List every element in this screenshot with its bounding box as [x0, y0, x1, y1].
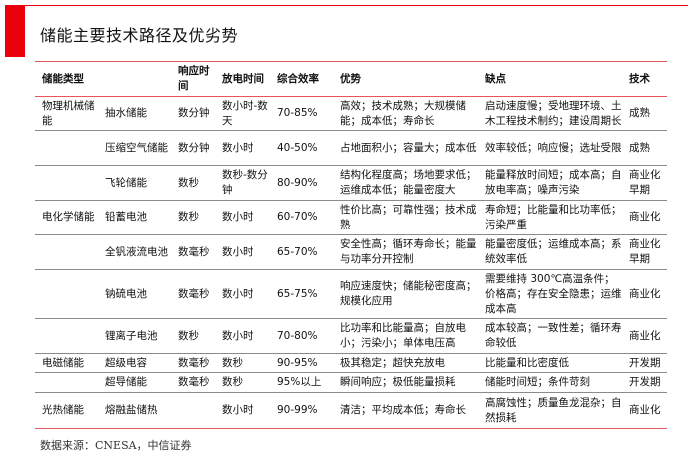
- table-cell: 70-85%: [277, 107, 318, 119]
- table-cell: 储能时间短；条件苛刻: [485, 376, 590, 388]
- table-cell: 数秒: [178, 176, 199, 189]
- table-cell: 商业化: [629, 404, 661, 416]
- table-cell: 数秒-数分钟: [222, 169, 268, 196]
- table-cell: 比功率和比能量高；自放电小；污染小；单体电压高: [340, 322, 466, 349]
- table-cell: 数毫秒: [178, 376, 210, 388]
- table-cell: 40-50%: [277, 141, 318, 154]
- table-cell: 超导储能: [105, 376, 147, 388]
- table-cell: 数小时: [222, 287, 254, 300]
- table-row: 压缩空气储能 数分钟 数小时 40-50% 占地面积小；容量大；成本低 效率较低；响应慢；…: [35, 131, 667, 166]
- title-accent-block: [5, 6, 25, 57]
- table-cell: 商业化: [629, 329, 661, 342]
- table-cell: 瞬间响应；极低能量损耗: [340, 376, 456, 388]
- table-cell: 数秒: [178, 211, 199, 223]
- table-cell: 70-80%: [277, 329, 318, 342]
- top-rule: [5, 5, 688, 6]
- source-note: 数据来源：CNESA，中信证券: [40, 439, 192, 452]
- table-row: 飞轮储能 数秒 数秒-数分钟 80-90% 结构化程度高；场地要求低；运维成本低；能量密…: [35, 166, 667, 201]
- table-cell: 成熟: [629, 107, 650, 119]
- table-cell: 60-70%: [277, 211, 318, 223]
- table-cell: 数分钟: [178, 141, 210, 154]
- table-cell: 数秒: [222, 356, 243, 369]
- table-cell: 数毫秒: [178, 287, 210, 300]
- table-cell: 数小时: [222, 211, 254, 223]
- table-cell: 商业化早期: [629, 238, 661, 265]
- table-cell: 启动速度慢；受地理环境、土木工程技术制约；建设周期长: [485, 99, 622, 127]
- table-cell: 90-95%: [277, 356, 318, 369]
- table-cell: 商业化早期: [629, 169, 661, 196]
- table-cell: 能量密度低；运维成本高；系统效率低: [485, 238, 622, 265]
- table-cell: 高腐蚀性；质量鱼龙混杂；自然损耗: [485, 396, 622, 424]
- table-cell: 电磁储能: [42, 356, 84, 369]
- header-cell: 技术: [629, 72, 650, 85]
- table-cell: 高效；技术成熟；大规模储能；成本低；寿命长: [340, 99, 466, 127]
- table-cell: 商业化: [629, 211, 661, 223]
- table-row: 全钒液流电池 数毫秒 数小时 65-70% 安全性高；循环寿命长；能量与功率分开控制 能量…: [35, 235, 667, 270]
- table-cell: 清洁；平均成本低；寿命长: [340, 404, 466, 416]
- table-cell: 响应速度快；储能秘密度高；规模化应用: [340, 280, 477, 307]
- table-cell: 超级电容: [105, 356, 147, 369]
- table-cell: 性价比高；可靠性强；技术成熟: [340, 203, 477, 231]
- table-cell: 65-75%: [277, 287, 318, 300]
- table-cell: 钠硫电池: [105, 287, 147, 300]
- table-cell: 数小时-数天: [222, 99, 268, 127]
- table-row: 电磁储能 超级电容 数毫秒 数秒 90-95% 极其稳定；超快充放电 比能量和比密度低 开发期: [35, 354, 667, 373]
- table-cell: 极其稳定；超快充放电: [340, 356, 445, 369]
- header-cell: 响应时间: [178, 65, 210, 92]
- table-cell: 抽水储能: [105, 107, 147, 119]
- table-cell: 飞轮储能: [105, 176, 147, 189]
- table-cell: 数小时: [222, 329, 254, 342]
- table-header-row: 储能类型 响应时间 放电时间 综合效率 优势 缺点 技术: [35, 62, 667, 97]
- table-row: 钠硫电池 数毫秒 数小时 65-75% 响应速度快；储能秘密度高；规模化应用 需要维持 3…: [35, 270, 667, 319]
- table-cell: 数小时: [222, 404, 254, 416]
- table-cell: 开发期: [629, 356, 661, 369]
- table-cell: 铅蓄电池: [105, 211, 147, 223]
- table-cell: 寿命短；比能量和比功率低；污染严重: [485, 203, 622, 231]
- table-cell: 95%以上: [277, 376, 322, 388]
- header-cell: 放电时间: [222, 72, 264, 85]
- table-cell: 数秒: [178, 329, 199, 342]
- table-cell: 比能量和比密度低: [485, 356, 569, 369]
- table-cell: 占地面积小；容量大；成本低: [340, 141, 477, 154]
- table-cell: 电化学储能: [42, 211, 95, 223]
- table-cell: 开发期: [629, 376, 661, 388]
- table-cell: 数毫秒: [178, 245, 210, 258]
- table-cell: 数小时: [222, 141, 254, 154]
- table-cell: 锂离子电池: [105, 329, 158, 342]
- table-cell: 能量释放时间短；成本高；自放电率高；噪声污染: [485, 169, 622, 196]
- table-row: 电化学储能 铅蓄电池 数秒 数小时 60-70% 性价比高；可靠性强；技术成熟 寿命短；比能…: [35, 201, 667, 235]
- table-cell: 效率较低；响应慢；选址受限: [485, 141, 622, 154]
- table-cell: 压缩空气储能: [105, 141, 168, 154]
- table-row: 光热储能 熔融盐储热 数小时 90-99% 清洁；平均成本低；寿命长 高腐蚀性；质量鱼龙混…: [35, 393, 667, 428]
- header-cell: 优势: [340, 72, 361, 85]
- table-cell: 光热储能: [42, 404, 84, 416]
- table-cell: 成本较高；一致性差；循环寿命较低: [485, 322, 622, 349]
- header-cell: 储能类型: [42, 72, 84, 85]
- table-row: 超导储能 数毫秒 数秒 95%以上 瞬间响应；极低能量损耗 储能时间短；条件苛刻 开发期: [35, 373, 667, 393]
- table-cell: 数分钟: [178, 107, 210, 119]
- header-cell: 综合效率: [277, 72, 319, 85]
- table-cell: 数毫秒: [178, 356, 210, 369]
- page-title: 储能主要技术路径及优劣势: [40, 26, 239, 45]
- table-cell: 需要维持 300℃高温条件；价格高；存在安全隐患；运维成本高: [485, 272, 622, 315]
- table-cell: 全钒液流电池: [105, 245, 168, 258]
- table-cell: 数秒: [222, 376, 243, 388]
- table-cell: 熔融盐储热: [105, 404, 158, 416]
- header-cell: 缺点: [485, 72, 506, 85]
- table-cell: 商业化: [629, 287, 661, 300]
- table-cell: 成熟: [629, 141, 650, 154]
- table-cell: 65-70%: [277, 245, 318, 258]
- table-row: 物理机械储能 抽水储能 数分钟 数小时-数天 70-85% 高效；技术成熟；大规模储能；成…: [35, 97, 667, 131]
- table-cell: 90-99%: [277, 404, 318, 416]
- table-row: 锂离子电池 数秒 数小时 70-80% 比功率和比能量高；自放电小；污染小；单体电压高成…: [35, 319, 667, 354]
- storage-tech-table: 储能类型 响应时间 放电时间 综合效率 优势 缺点 技术 物理机械储能 抽水储能 数分钟 数小时-数…: [35, 61, 667, 429]
- table-cell: 80-90%: [277, 176, 318, 189]
- table-cell: 结构化程度高；场地要求低；运维成本低；能量密度大: [340, 169, 477, 196]
- table-cell: 数小时: [222, 245, 254, 258]
- table-cell: 安全性高；循环寿命长；能量与功率分开控制: [340, 238, 477, 265]
- table-cell: 物理机械储能: [42, 99, 95, 127]
